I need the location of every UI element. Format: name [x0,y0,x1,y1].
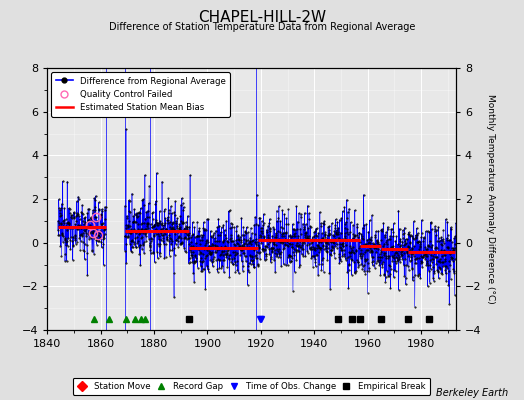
Y-axis label: Monthly Temperature Anomaly Difference (°C): Monthly Temperature Anomaly Difference (… [486,94,495,304]
Legend: Station Move, Record Gap, Time of Obs. Change, Empirical Break: Station Move, Record Gap, Time of Obs. C… [73,378,430,395]
Text: CHAPEL-HILL-2W: CHAPEL-HILL-2W [198,10,326,25]
Text: Berkeley Earth: Berkeley Earth [436,388,508,398]
Text: Difference of Station Temperature Data from Regional Average: Difference of Station Temperature Data f… [109,22,415,32]
